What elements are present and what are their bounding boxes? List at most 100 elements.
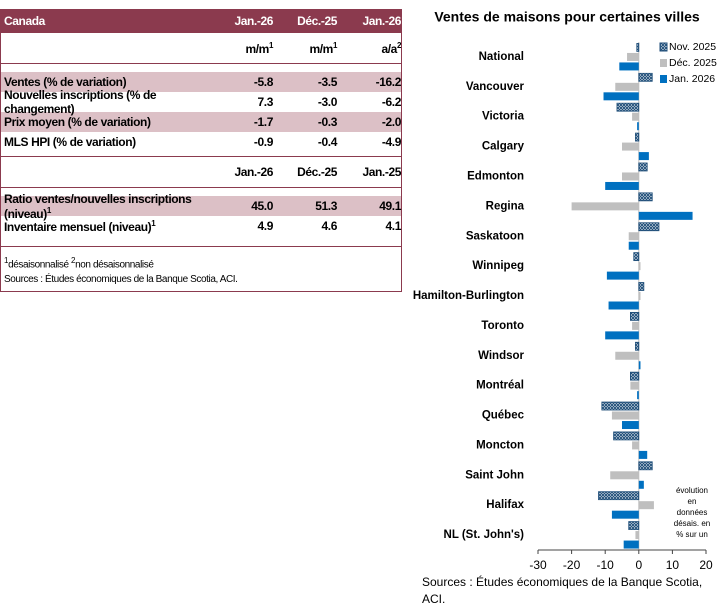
y-tick-label: Winnipeg (472, 260, 524, 272)
bar (610, 471, 639, 480)
annotation: désais. en (674, 519, 710, 528)
unit-sup: 1 (332, 40, 337, 50)
cell: -6.2 (381, 95, 401, 109)
y-tick-label: Halifax (486, 499, 524, 511)
bar (603, 92, 639, 101)
legend-label: Déc. 2025 (669, 57, 717, 69)
cell: MLS HPI (% de variation) (4, 135, 136, 149)
row-sup: 1 (46, 205, 51, 215)
legend-swatch (659, 42, 668, 52)
cell: -16.2 (375, 75, 402, 89)
row-sup: 1 (151, 218, 156, 228)
bar (613, 431, 640, 441)
row-label: Ratio ventes/nouvelles inscriptions (niv… (4, 191, 192, 221)
header-row: Canada Jan.-26 Déc.-25 Jan.-26 (1, 10, 401, 32)
bar (635, 531, 639, 540)
bar (638, 152, 649, 161)
bar (638, 501, 654, 510)
cell: 4.9 (257, 219, 274, 233)
bar (638, 361, 641, 370)
annotation: évolution (676, 486, 708, 495)
footnote-sup: 1 (4, 256, 9, 265)
unit: a/a2 (337, 41, 401, 56)
source: Sources : Études économiques de la Banqu… (4, 274, 238, 286)
bar (638, 211, 693, 220)
bar (605, 181, 639, 190)
cell: 4.1 (385, 219, 402, 233)
bar (638, 192, 653, 202)
chart-source: Sources : Études économiques de la Banqu… (422, 574, 702, 589)
header2-cell: Déc.-25 (297, 165, 337, 179)
bar (628, 232, 639, 241)
bar (630, 381, 639, 390)
bar (638, 222, 660, 232)
bar (632, 441, 639, 450)
bar (606, 271, 639, 280)
units-row: m/m1 m/m1 a/a2 (1, 32, 401, 64)
cell: Nouvelles inscriptions (% de changement) (4, 88, 157, 116)
y-tick-label: Toronto (481, 320, 524, 332)
bar (627, 52, 639, 61)
footnote-text: non désaisonnalisé (75, 259, 154, 271)
bar (622, 421, 639, 430)
bar (638, 450, 648, 459)
cell: -0.9 (253, 135, 273, 149)
table-row: Ratio ventes/nouvelles inscriptions (niv… (1, 192, 401, 221)
table-row: MLS HPI (% de variation) -0.9 -0.4 -4.9 (1, 132, 401, 152)
cell: -4.9 (381, 135, 401, 149)
annotation: en (688, 497, 697, 506)
cell: -3.5 (317, 75, 337, 89)
bar (615, 351, 639, 360)
y-tick-label: Québec (482, 410, 525, 422)
cell: 7.3 (257, 95, 274, 109)
bar (638, 480, 644, 489)
y-tick-label: Regina (486, 200, 525, 212)
bar (638, 292, 641, 300)
header-cell: Canada (4, 14, 45, 28)
header2-row: Jan.-26 Déc.-25 Jan.-25 (1, 156, 401, 188)
header-cell: Jan.-26 (234, 14, 273, 28)
y-tick-label: Saskatoon (466, 230, 524, 242)
y-tick-label: Victoria (482, 111, 525, 123)
bar (635, 341, 640, 351)
bar (622, 142, 639, 151)
bar (571, 202, 639, 211)
bar (632, 112, 639, 121)
cell: -0.3 (317, 115, 337, 129)
legend-label: Nov. 2025 (669, 41, 716, 53)
bar (611, 411, 639, 420)
bar (637, 391, 639, 400)
y-tick-label: Moncton (476, 439, 524, 451)
x-tick-label: 20 (699, 558, 713, 572)
cell: Ventes (% de variation) (4, 75, 127, 89)
bar (628, 521, 640, 530)
footnotes: 1désaisonnalisé 2non désaisonnalisé Sour… (1, 246, 401, 291)
cell: -1.7 (253, 115, 273, 129)
y-tick-label: Edmonton (467, 171, 524, 183)
bar (605, 331, 639, 340)
cell: 45.0 (251, 199, 273, 213)
annotation: % sur un (676, 530, 708, 539)
header-cell: Jan.-26 (362, 14, 401, 28)
bar (638, 461, 653, 471)
y-tick-label: Saint John (465, 469, 524, 481)
y-tick-label: Vancouver (466, 81, 525, 93)
cell: Inventaire mensuel (niveau)1 (1, 219, 209, 234)
header-cell: Déc.-25 (297, 14, 337, 28)
bar (611, 510, 639, 519)
bar (623, 540, 639, 549)
chart-source: ACI. (422, 592, 445, 606)
bar (608, 301, 639, 310)
row-label: Inventaire mensuel (niveau) (4, 219, 152, 234)
table-row: Nouvelles inscriptions (% de changement)… (1, 88, 401, 116)
bar (633, 252, 640, 262)
x-tick-label: -20 (563, 558, 581, 572)
chart-title: Ventes de maisons pour certaines villes (434, 9, 700, 25)
bar (637, 122, 639, 131)
cell: Prix moyen (% de variation) (4, 115, 151, 129)
data-table: Canada Jan.-26 Déc.-25 Jan.-26 m/m1 m/m1 a/a2 V… (0, 9, 402, 293)
cell: 51.3 (315, 199, 337, 213)
y-tick-label: Hamilton-Burlington (413, 290, 524, 302)
